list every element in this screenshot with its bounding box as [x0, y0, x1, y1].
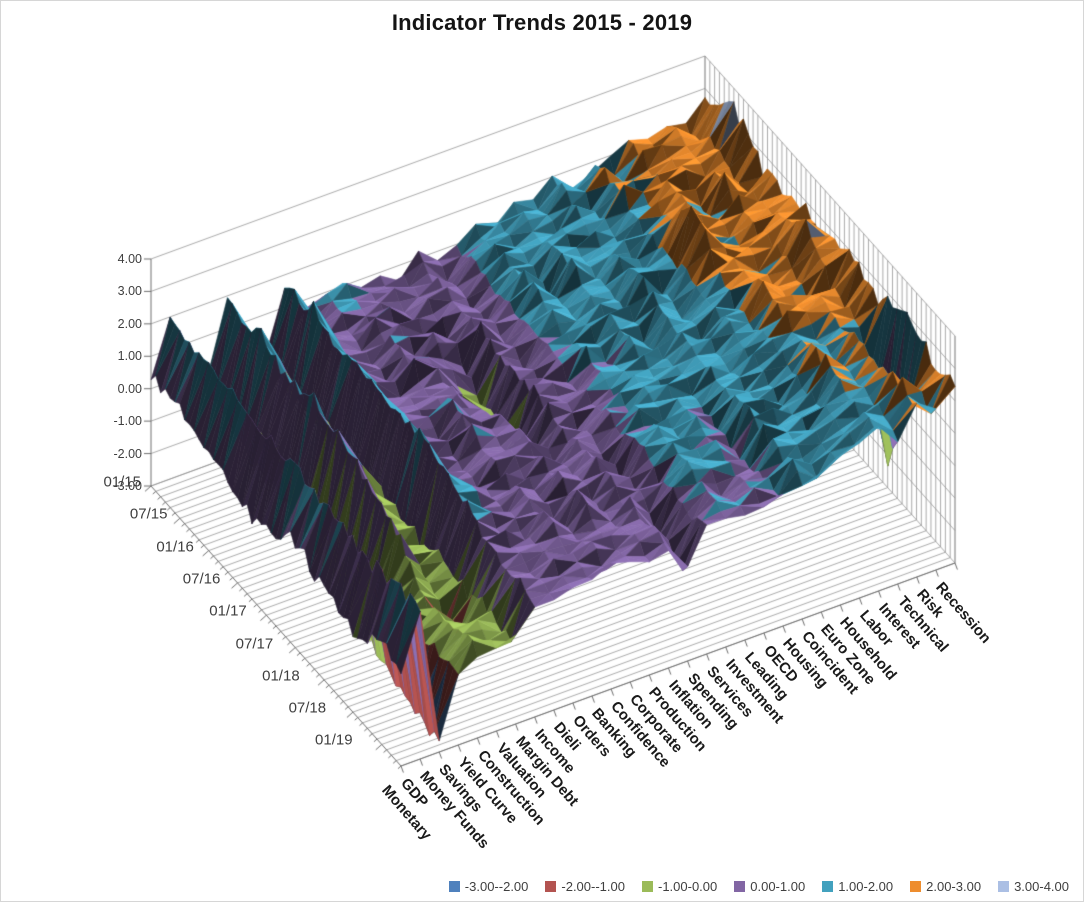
- legend-label: 3.00-4.00: [1014, 879, 1069, 894]
- legend-item: 1.00-2.00: [822, 879, 893, 894]
- legend-swatch: [641, 881, 653, 892]
- legend-label: -3.00--2.00: [464, 879, 529, 894]
- date-axis-label: 01/17: [209, 602, 247, 620]
- legend-label: 2.00-3.00: [926, 879, 982, 894]
- legend-swatch: [998, 881, 1010, 892]
- value-axis-label: -2.00: [113, 446, 143, 461]
- legend-item: 3.00-4.00: [998, 879, 1069, 894]
- value-axis-label: 0.00: [117, 381, 142, 396]
- legend-swatch: [910, 881, 922, 892]
- legend: -3.00--2.00 -2.00--1.00 -1.00-0.00 0.00-1.0…: [448, 879, 1069, 894]
- date-axis-label: 07/18: [288, 699, 327, 717]
- legend-item: 0.00-1.00: [734, 879, 805, 894]
- date-axis-label: 01/18: [262, 667, 300, 685]
- value-axis-label: 2.00: [117, 316, 142, 331]
- date-axis-label: 01/15: [103, 473, 141, 491]
- legend-label: -1.00-0.00: [657, 879, 718, 894]
- date-axis-label: 01/19: [315, 731, 353, 749]
- date-axis-label: 07/17: [235, 635, 274, 653]
- chart-title: Indicator Trends 2015 - 2019: [391, 10, 693, 35]
- value-axis-label: -1.00: [113, 414, 143, 429]
- legend-item: 2.00-3.00: [910, 879, 981, 894]
- value-axis-label: 1.00: [117, 349, 142, 364]
- legend-swatch: [822, 881, 834, 892]
- value-axis-label: 4.00: [117, 251, 142, 266]
- value-axis-label: -3.00: [113, 479, 143, 493]
- legend-swatch: [734, 881, 746, 892]
- legend-label: 0.00-1.00: [750, 879, 806, 894]
- legend-item: -3.00--2.00: [448, 879, 529, 894]
- value-axis-label: 3.00: [117, 284, 142, 299]
- legend-item: -1.00-0.00: [641, 879, 718, 894]
- date-axis-label: 01/16: [156, 538, 194, 556]
- legend-label: -2.00--1.00: [561, 879, 625, 894]
- legend-item: -2.00--1.00: [545, 879, 625, 894]
- legend-swatch: [448, 881, 460, 892]
- legend-label: 1.00-2.00: [838, 879, 894, 894]
- date-axis-label: 07/16: [182, 570, 221, 588]
- legend-swatch: [545, 881, 557, 892]
- date-axis-label: 07/15: [129, 505, 168, 523]
